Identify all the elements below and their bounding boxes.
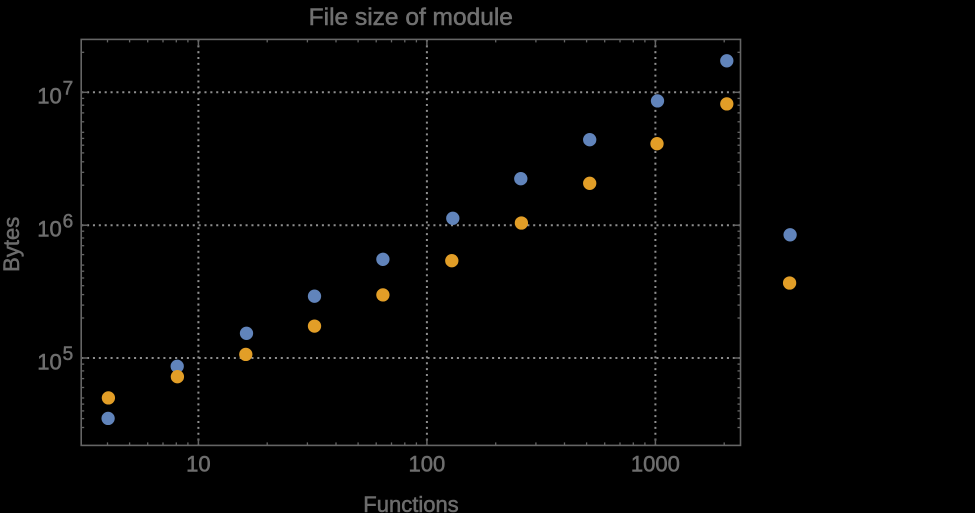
svg-text:100: 100 <box>409 452 446 477</box>
svg-text:1000: 1000 <box>631 452 680 477</box>
svg-text:10: 10 <box>37 84 61 109</box>
svg-text:5: 5 <box>63 344 74 365</box>
svg-text:10: 10 <box>37 349 61 374</box>
svg-text:File size of module: File size of module <box>309 4 513 31</box>
svg-text:10: 10 <box>37 217 61 242</box>
svg-text:7: 7 <box>63 79 74 100</box>
svg-text:6: 6 <box>63 211 74 232</box>
svg-text:Functions: Functions <box>363 492 458 513</box>
svg-text:10: 10 <box>186 452 210 477</box>
svg-text:Bytes: Bytes <box>0 217 24 272</box>
